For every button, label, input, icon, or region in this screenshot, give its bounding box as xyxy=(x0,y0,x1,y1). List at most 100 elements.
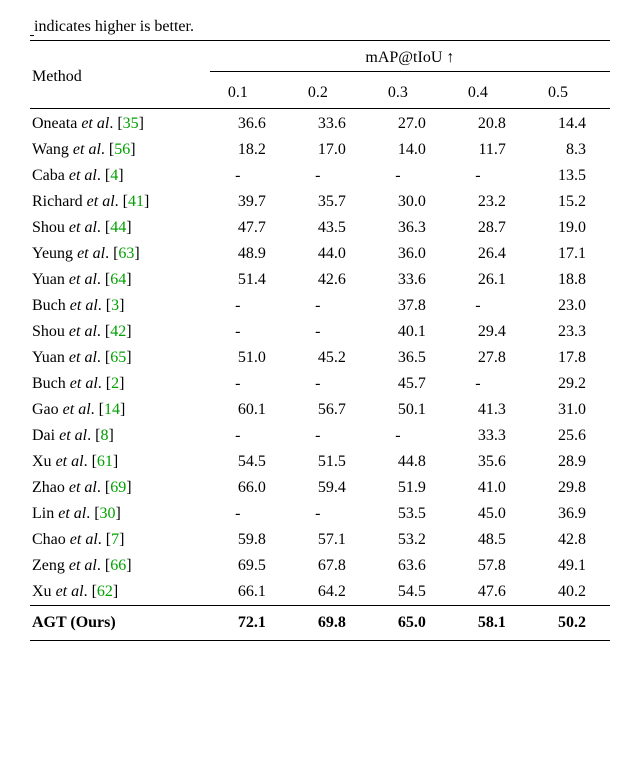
value-cell: 54.5 xyxy=(370,579,450,606)
value-cell: 39.7 xyxy=(210,189,290,215)
value-cell: 20.8 xyxy=(450,109,530,138)
table-row: Lin et al. [30]--53.545.036.9 xyxy=(30,501,610,527)
value-cell: 27.8 xyxy=(450,345,530,371)
value-cell: 51.0 xyxy=(210,345,290,371)
threshold-header: 0.5 xyxy=(530,80,610,109)
value-cell: 33.6 xyxy=(370,267,450,293)
method-cell: Oneata et al. [35] xyxy=(30,109,210,138)
citation-link[interactable]: 8 xyxy=(100,427,108,444)
method-cell: Wang et al. [56] xyxy=(30,137,210,163)
citation-link[interactable]: 62 xyxy=(97,583,113,600)
citation-link[interactable]: 69 xyxy=(110,479,126,496)
citation-link[interactable]: 64 xyxy=(110,271,126,288)
value-cell: 17.8 xyxy=(530,345,610,371)
value-cell: 26.4 xyxy=(450,241,530,267)
table-row: Xu et al. [62]66.164.254.547.640.2 xyxy=(30,579,610,606)
value-cell: 54.5 xyxy=(210,449,290,475)
method-cell: Richard et al. [41] xyxy=(30,189,210,215)
table-row: Shou et al. [44]47.743.536.328.719.0 xyxy=(30,215,610,241)
citation-link[interactable]: 7 xyxy=(111,531,119,548)
value-cell: 35.6 xyxy=(450,449,530,475)
value-cell: 26.1 xyxy=(450,267,530,293)
value-cell: - xyxy=(450,371,530,397)
citation-link[interactable]: 56 xyxy=(114,141,130,158)
value-cell: 28.7 xyxy=(450,215,530,241)
value-cell: 31.0 xyxy=(530,397,610,423)
value-cell: 69.8 xyxy=(290,606,370,641)
value-cell: 13.5 xyxy=(530,163,610,189)
citation-link[interactable]: 4 xyxy=(110,167,118,184)
value-cell: 49.1 xyxy=(530,553,610,579)
citation-link[interactable]: 61 xyxy=(97,453,113,470)
method-cell: Dai et al. [8] xyxy=(30,423,210,449)
value-cell: 57.8 xyxy=(450,553,530,579)
value-cell: 33.6 xyxy=(290,109,370,138)
citation-link[interactable]: 35 xyxy=(123,115,139,132)
method-cell: Yuan et al. [64] xyxy=(30,267,210,293)
table-row: Buch et al. [2]--45.7-29.2 xyxy=(30,371,610,397)
value-cell: 36.5 xyxy=(370,345,450,371)
method-cell: Yeung et al. [63] xyxy=(30,241,210,267)
value-cell: 27.0 xyxy=(370,109,450,138)
table-row: Yuan et al. [64]51.442.633.626.118.8 xyxy=(30,267,610,293)
group-header: mAP@tIoU ↑ xyxy=(210,41,610,81)
caption-fragment: indicates higher is better. xyxy=(30,18,610,36)
table-row: Shou et al. [42]--40.129.423.3 xyxy=(30,319,610,345)
citation-link[interactable]: 2 xyxy=(111,375,119,392)
table-header: Method mAP@tIoU ↑ 0.10.20.30.40.5 xyxy=(30,41,610,109)
value-cell: - xyxy=(370,423,450,449)
method-cell: Xu et al. [62] xyxy=(30,579,210,606)
table-row: Zeng et al. [66]69.567.863.657.849.1 xyxy=(30,553,610,579)
value-cell: - xyxy=(210,501,290,527)
citation-link[interactable]: 41 xyxy=(128,193,144,210)
value-cell: - xyxy=(210,163,290,189)
citation-link[interactable]: 66 xyxy=(110,557,126,574)
value-cell: 72.1 xyxy=(210,606,290,641)
value-cell: 51.4 xyxy=(210,267,290,293)
value-cell: 25.6 xyxy=(530,423,610,449)
method-cell: Xu et al. [61] xyxy=(30,449,210,475)
value-cell: 8.3 xyxy=(530,137,610,163)
method-cell: Buch et al. [3] xyxy=(30,293,210,319)
citation-link[interactable]: 14 xyxy=(104,401,120,418)
table-row: Chao et al. [7]59.857.153.248.542.8 xyxy=(30,527,610,553)
value-cell: 23.2 xyxy=(450,189,530,215)
citation-link[interactable]: 42 xyxy=(110,323,126,340)
citation-link[interactable]: 65 xyxy=(110,349,126,366)
value-cell: 30.0 xyxy=(370,189,450,215)
value-cell: 51.5 xyxy=(290,449,370,475)
value-cell: - xyxy=(370,163,450,189)
table-row: Gao et al. [14]60.156.750.141.331.0 xyxy=(30,397,610,423)
value-cell: 58.1 xyxy=(450,606,530,641)
citation-link[interactable]: 30 xyxy=(100,505,116,522)
value-cell: 59.4 xyxy=(290,475,370,501)
value-cell: 42.8 xyxy=(530,527,610,553)
method-cell: Zhao et al. [69] xyxy=(30,475,210,501)
value-cell: 35.7 xyxy=(290,189,370,215)
caption-text: indicates higher is better. xyxy=(30,18,194,36)
value-cell: 47.6 xyxy=(450,579,530,606)
value-cell: 37.8 xyxy=(370,293,450,319)
value-cell: - xyxy=(290,371,370,397)
value-cell: 57.1 xyxy=(290,527,370,553)
value-cell: 14.4 xyxy=(530,109,610,138)
value-cell: 56.7 xyxy=(290,397,370,423)
table-row: Richard et al. [41]39.735.730.023.215.2 xyxy=(30,189,610,215)
citation-link[interactable]: 44 xyxy=(110,219,126,236)
value-cell: 40.2 xyxy=(530,579,610,606)
threshold-header: 0.1 xyxy=(210,80,290,109)
table-row: Yuan et al. [65]51.045.236.527.817.8 xyxy=(30,345,610,371)
citation-link[interactable]: 63 xyxy=(118,245,134,262)
method-cell: Caba et al. [4] xyxy=(30,163,210,189)
value-cell: 23.3 xyxy=(530,319,610,345)
table-row: Buch et al. [3]--37.8-23.0 xyxy=(30,293,610,319)
value-cell: - xyxy=(290,423,370,449)
citation-link[interactable]: 3 xyxy=(111,297,119,314)
value-cell: 18.8 xyxy=(530,267,610,293)
value-cell: 59.8 xyxy=(210,527,290,553)
value-cell: 45.2 xyxy=(290,345,370,371)
value-cell: 41.3 xyxy=(450,397,530,423)
value-cell: 18.2 xyxy=(210,137,290,163)
value-cell: 17.0 xyxy=(290,137,370,163)
method-cell: AGT (Ours) xyxy=(30,606,210,641)
